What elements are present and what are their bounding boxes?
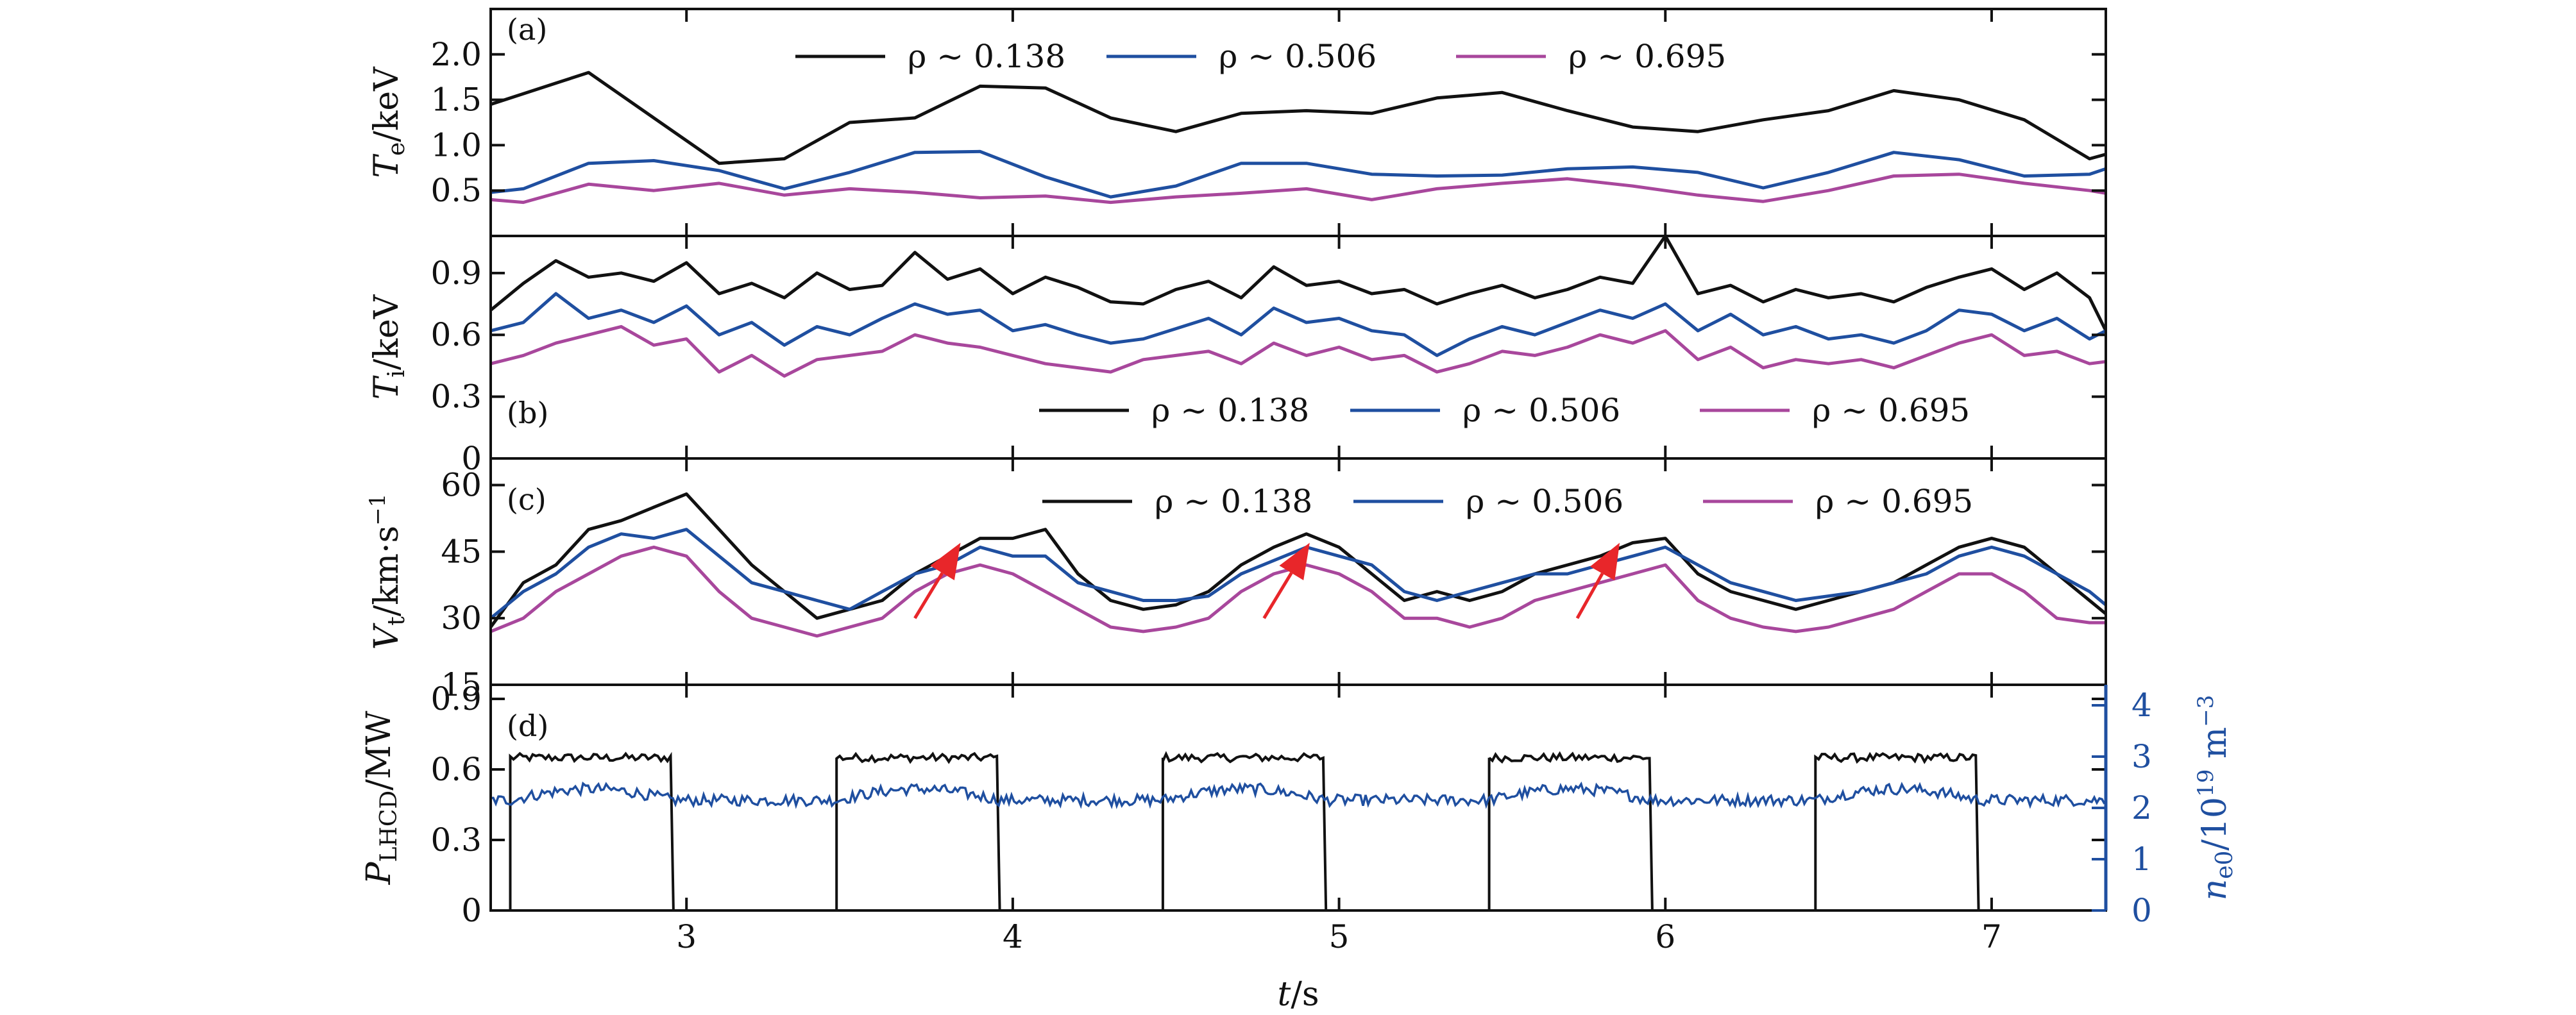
legend-label-3: ρ ~ 0.695	[1568, 38, 1726, 75]
right-y-label-exp: 19	[2193, 769, 2219, 797]
panel-a-y-label-sub: e	[384, 142, 410, 156]
panel-a-y-axis-label: Te/keV	[368, 66, 410, 178]
legend-label-1: ρ ~ 0.138	[1151, 392, 1309, 429]
right-ytick-label: 0	[2131, 892, 2152, 929]
legend-label-3: ρ ~ 0.695	[1815, 483, 1973, 520]
panel-c-ytick-label: 60	[441, 467, 482, 504]
legend-label-1: ρ ~ 0.138	[1155, 483, 1312, 520]
right-y-axis-label: ne0/1019 m−3	[2193, 695, 2238, 901]
panel-b-tag: (b)	[507, 396, 548, 430]
panel-c-ytick-label: 45	[441, 533, 482, 570]
right-ytick-label: 4	[2131, 687, 2152, 724]
x-axis-label-unit: /s	[1291, 975, 1319, 1014]
panel-a-series-line-1	[491, 71, 2106, 165]
panel-b-y-label-unit: /keV	[368, 294, 406, 370]
right-y-label-sub: e0	[2212, 851, 2238, 879]
xtick-label: 3	[676, 918, 697, 955]
right-y-label-var: n	[2196, 879, 2234, 901]
x-axis: 3 4 5 6 7 t/s	[676, 918, 2002, 1014]
annotation-arrow-1	[913, 572, 944, 619]
panel-a-ytick-label: 2.0	[430, 36, 482, 73]
panel-d-ytick-label: 0	[461, 892, 482, 929]
panel-a-y-label-var: T	[368, 154, 406, 178]
panel-d: 0 0.3 0.6 0.9 0 1 2 3 4 ne0/1019 m−3 (d) PLHCD/MW	[360, 680, 2238, 929]
right-y-label-unit2: m	[2196, 727, 2234, 769]
panel-a-legend: ρ ~ 0.138 ρ ~ 0.506 ρ ~ 0.695	[795, 38, 1726, 75]
panel-d-ytick-label: 0.3	[430, 821, 482, 859]
panel-b-series-line-3	[491, 324, 2106, 378]
density-trace	[491, 781, 2106, 810]
panel-a-ytick-label: 1.0	[430, 126, 482, 164]
panel-d-y-label-var: P	[360, 861, 398, 885]
x-axis-label-var: t	[1277, 975, 1291, 1014]
panel-d-y-label-sub: LHCD	[376, 791, 402, 862]
legend-label-2: ρ ~ 0.506	[1219, 38, 1377, 75]
annotation-arrowhead-3	[1589, 542, 1620, 581]
annotation-arrowhead-2	[1279, 542, 1310, 580]
panel-d-tag: (d)	[507, 709, 548, 743]
panel-b-y-axis-label: Ti/keV	[368, 294, 410, 399]
panel-a-ytick-label: 0.5	[430, 172, 482, 209]
legend-label-3: ρ ~ 0.695	[1812, 392, 1970, 429]
panel-d-ytick-label: 0.9	[430, 680, 482, 717]
panel-b-plot-area	[491, 236, 2106, 378]
panel-c-series-line-3	[491, 545, 2106, 638]
panel-c-ytick-label: 15	[441, 666, 482, 703]
annotation-arrowhead-1	[930, 542, 961, 580]
panel-a-y-label-unit: /keV	[368, 66, 406, 142]
xtick-label: 5	[1329, 918, 1350, 955]
panel-c-y-axis-label: Vt/km·s−1	[365, 494, 410, 650]
panel-c-y-label-var: V	[368, 623, 406, 650]
right-ytick-label: 3	[2131, 738, 2152, 775]
panel-b-y-label-sub: i	[384, 370, 410, 378]
panel-a-series-line-2	[491, 149, 2106, 199]
panel-b-legend: ρ ~ 0.138 ρ ~ 0.506 ρ ~ 0.695	[1039, 392, 1970, 429]
panel-b-series-line-2	[491, 292, 2106, 357]
panel-b-ytick-label: 0.9	[430, 255, 482, 292]
right-y-label-sup: −3	[2193, 695, 2219, 727]
panel-d-ytick-label: 0.6	[430, 751, 482, 788]
right-ytick-label: 1	[2131, 841, 2152, 878]
panel-b-series-line-1	[491, 236, 2106, 331]
panel-d-y-label-unit: /MW	[360, 710, 398, 791]
annotation-arrow-3	[1575, 573, 1604, 619]
legend-label-2: ρ ~ 0.506	[1466, 483, 1623, 520]
xtick-label: 6	[1655, 918, 1675, 955]
legend-label-1: ρ ~ 0.138	[908, 38, 1065, 75]
panel-b-y-label-var: T	[368, 375, 406, 399]
annotation-arrow-2	[1262, 572, 1293, 619]
xtick-label: 4	[1003, 918, 1023, 955]
lhcd-power-trace	[491, 751, 2106, 910]
panel-c-y-label-unit: /km·s	[368, 526, 406, 617]
panel-a-series-line-3	[491, 172, 2106, 205]
panel-a-ytick-label: 1.5	[430, 81, 482, 119]
legend-label-2: ρ ~ 0.506	[1462, 392, 1620, 429]
panel-a-plot-area	[491, 71, 2106, 205]
panel-c-tag: (c)	[507, 482, 547, 517]
panel-c-legend: ρ ~ 0.138 ρ ~ 0.506 ρ ~ 0.695	[1042, 483, 1973, 520]
xtick-label: 7	[1981, 918, 2002, 955]
panel-c-y-label-sub: t	[384, 616, 410, 626]
panel-c-y-label-sup: −1	[365, 494, 391, 526]
right-ytick-label: 2	[2131, 789, 2152, 826]
panel-d-y-axis-label: PLHCD/MW	[360, 710, 402, 885]
panel-b-ytick-label: 0.3	[430, 378, 482, 415]
panel-a-tag: (a)	[507, 12, 547, 47]
right-y-label-unit: /10	[2196, 797, 2234, 851]
panel-c-ytick-label: 30	[441, 600, 482, 637]
panel-b-ytick-label: 0.6	[430, 316, 482, 353]
x-axis-label: t/s	[1277, 975, 1319, 1014]
panel-d-plot-area	[491, 751, 2106, 910]
panel-b-ytick-label: 0	[461, 440, 482, 477]
